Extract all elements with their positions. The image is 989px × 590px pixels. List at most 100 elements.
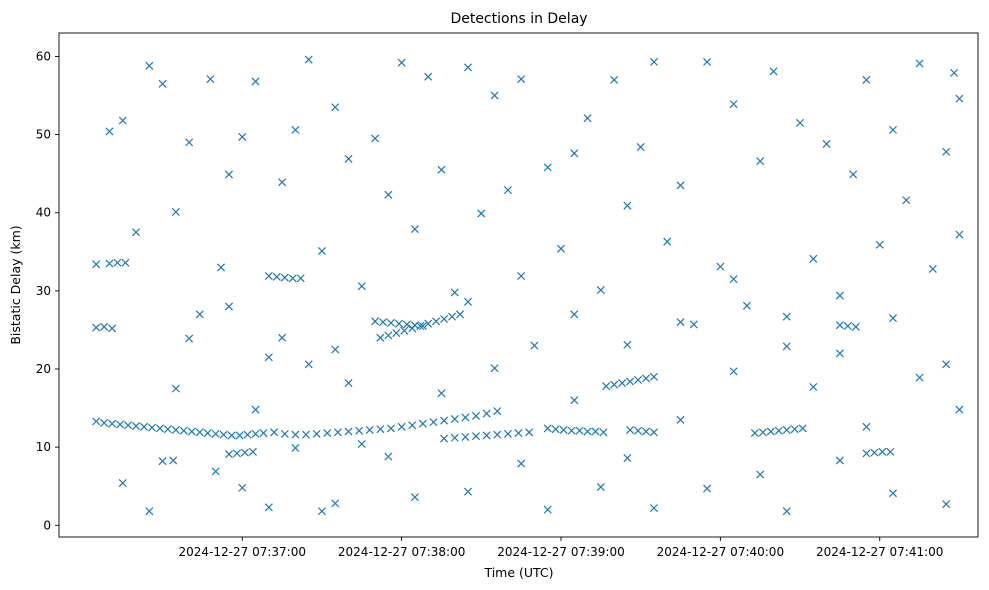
data-point: [796, 118, 805, 127]
data-point: [636, 143, 645, 152]
data-point: [100, 418, 109, 427]
data-point: [139, 422, 149, 431]
data-point: [105, 259, 114, 268]
data-point: [493, 407, 502, 416]
data-point: [238, 132, 247, 141]
data-point: [729, 275, 738, 284]
y-tick-label: 0: [43, 518, 51, 532]
data-point: [915, 373, 924, 382]
data-point: [238, 483, 247, 492]
data-point: [280, 429, 289, 438]
data-point: [822, 139, 831, 148]
data-point: [397, 58, 406, 67]
data-point: [649, 428, 658, 437]
data-point: [251, 77, 260, 86]
data-point: [618, 379, 627, 388]
data-point: [408, 421, 417, 430]
data-point: [623, 454, 632, 463]
data-point: [410, 493, 419, 502]
data-point: [357, 439, 366, 449]
data-point: [437, 165, 446, 174]
data-point: [248, 447, 257, 456]
data-point: [251, 429, 260, 438]
data-point: [264, 353, 273, 362]
y-tick-label: 60: [36, 49, 51, 63]
data-point: [216, 263, 226, 272]
data-point: [272, 272, 281, 281]
data-point: [782, 425, 791, 434]
data-point: [950, 68, 959, 77]
data-point: [543, 505, 552, 514]
data-point: [851, 322, 860, 331]
data-point: [232, 449, 241, 458]
data-point: [641, 427, 651, 436]
data-point: [185, 334, 194, 343]
data-point: [543, 424, 552, 433]
data-point: [344, 427, 353, 436]
data-point: [782, 507, 791, 516]
data-point: [623, 340, 632, 349]
data-point: [649, 372, 658, 381]
data-point: [291, 125, 300, 134]
data-point: [264, 271, 273, 281]
data-point: [955, 405, 964, 414]
data-point: [108, 324, 117, 333]
y-tick-label: 30: [36, 284, 51, 298]
data-point: [517, 459, 526, 468]
data-point: [641, 374, 651, 383]
data-point: [875, 240, 884, 249]
data-point: [798, 424, 807, 433]
data-point: [132, 228, 141, 237]
data-point: [942, 360, 951, 369]
data-point: [689, 320, 698, 329]
data-point: [113, 258, 122, 267]
data-point: [408, 324, 417, 333]
data-point: [331, 499, 340, 508]
data-point: [596, 482, 605, 492]
y-tick-label: 40: [36, 206, 51, 220]
data-point: [171, 425, 180, 434]
data-point: [392, 329, 401, 338]
data-point: [203, 429, 212, 438]
data-point: [464, 487, 473, 496]
data-point: [551, 425, 560, 434]
data-point: [663, 237, 672, 246]
data-point: [570, 149, 579, 158]
data-point: [878, 447, 887, 456]
plot-area-frame: [58, 32, 979, 538]
data-point: [116, 420, 125, 429]
data-point: [570, 310, 579, 319]
data-point: [158, 79, 167, 88]
data-point: [870, 448, 879, 457]
data-point: [118, 116, 127, 125]
data-point: [440, 314, 449, 324]
data-point: [942, 147, 951, 156]
data-point: [147, 423, 156, 432]
data-point: [416, 321, 425, 331]
data-points: [92, 55, 964, 516]
data-point: [317, 507, 326, 516]
data-point: [187, 427, 196, 436]
data-point: [490, 364, 499, 373]
data-point: [649, 57, 658, 66]
data-point: [450, 414, 459, 424]
data-point: [376, 425, 385, 434]
data-point: [886, 447, 895, 456]
data-point: [171, 207, 180, 216]
data-point: [649, 504, 658, 513]
data-point: [394, 319, 404, 328]
data-point: [317, 246, 326, 256]
data-point: [185, 138, 194, 147]
data-point: [843, 321, 852, 331]
data-point: [163, 425, 172, 434]
data-point: [782, 342, 791, 351]
data-point: [626, 425, 635, 434]
data-point: [633, 426, 643, 435]
data-point: [543, 163, 552, 172]
data-point: [429, 418, 438, 427]
data-point: [493, 430, 502, 439]
data-point: [556, 244, 566, 253]
x-tick-label: 2024-12-27 07:37:00: [179, 545, 306, 559]
data-point: [92, 417, 101, 426]
data-point: [633, 375, 643, 384]
